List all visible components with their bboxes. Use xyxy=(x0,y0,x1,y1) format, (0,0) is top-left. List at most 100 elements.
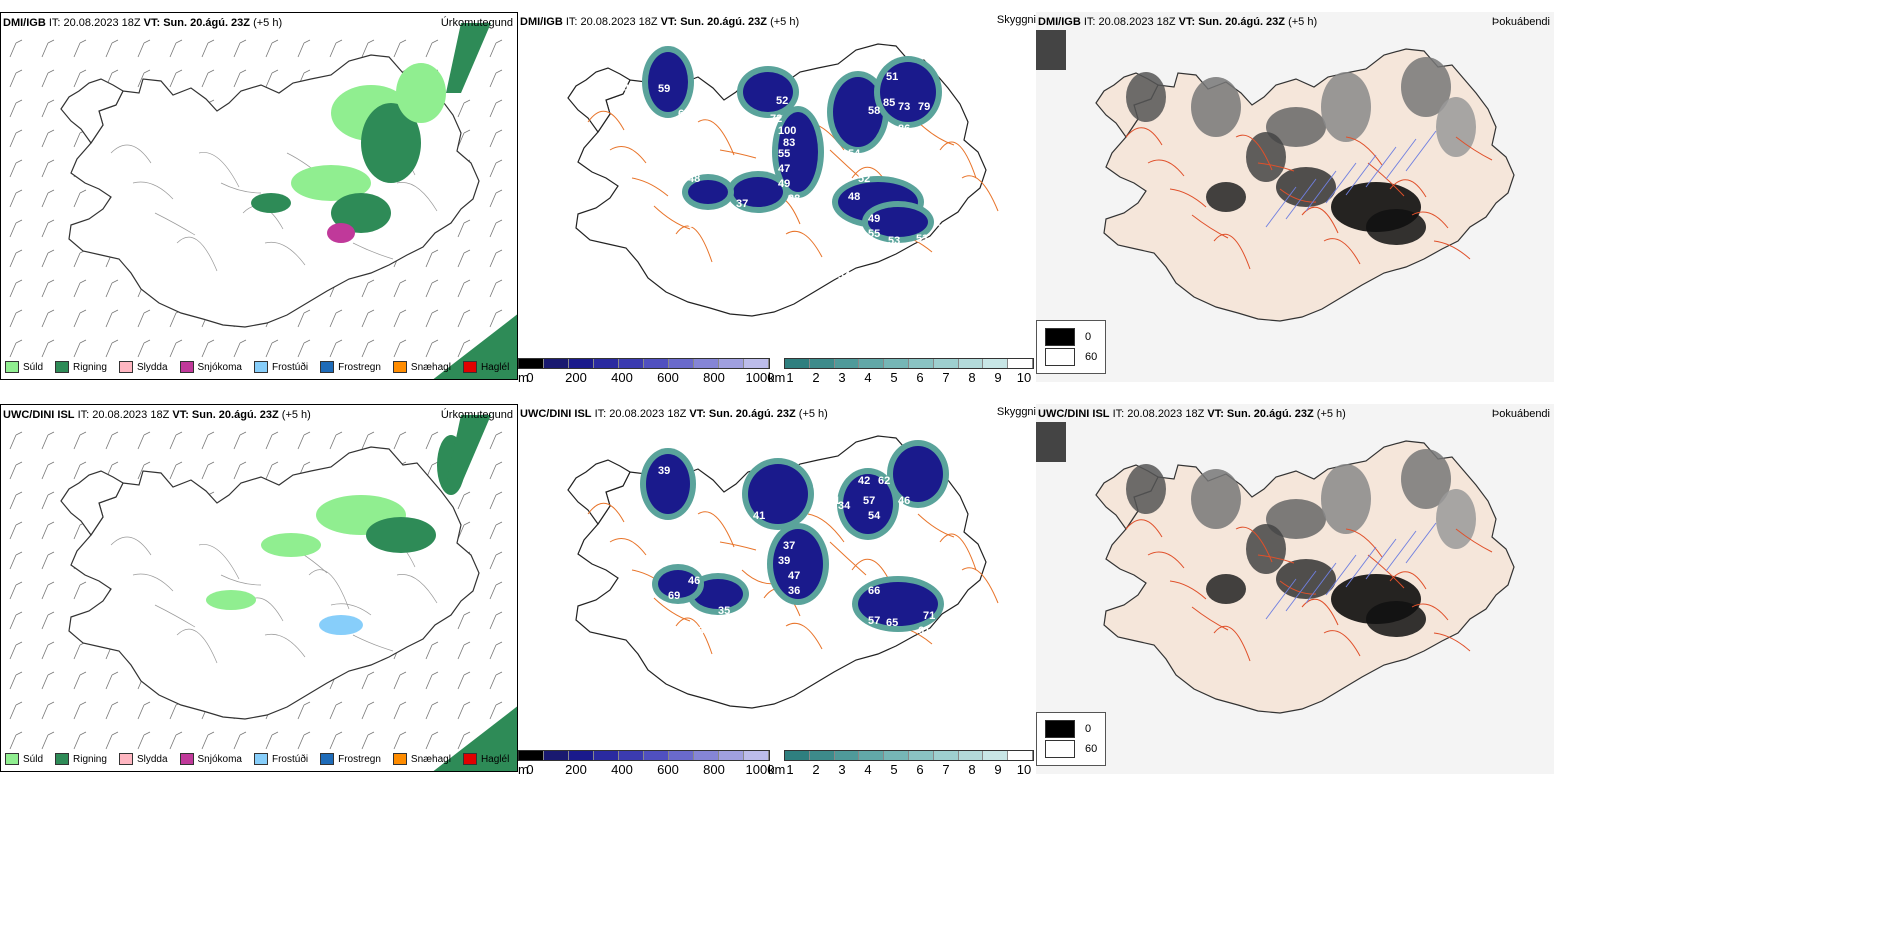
visibility-number: 41 xyxy=(828,495,840,507)
wind-barb xyxy=(137,309,151,328)
init-label: IT: xyxy=(1112,408,1128,420)
fog-panel: DMI/IGB IT: 20.08.2023 18Z VT: Sun. 20.á… xyxy=(1036,12,1554,382)
height-color-step xyxy=(644,751,669,760)
fog-map xyxy=(1036,12,1554,382)
init-label: IT: xyxy=(77,409,93,421)
wind-barb xyxy=(233,69,247,88)
visibility-number: 39 xyxy=(783,218,795,230)
road-line xyxy=(220,574,262,586)
fog-area xyxy=(1401,57,1451,117)
height-colorbar-strip xyxy=(518,750,770,761)
height-tick: 1000 xyxy=(745,762,775,774)
wind-barb xyxy=(201,431,215,450)
river-line xyxy=(1285,570,1317,612)
fog-legend-swatch xyxy=(1045,328,1075,346)
road-line xyxy=(308,569,350,610)
rain-area xyxy=(366,517,436,553)
height-unit: m xyxy=(518,762,529,774)
visibility-number: 35 xyxy=(718,605,730,617)
visibility-color-step xyxy=(933,359,959,368)
visibility-number: 57 xyxy=(868,615,880,627)
visibility-tick: 7 xyxy=(942,762,950,774)
wind-barb xyxy=(41,701,55,720)
drizzle-area xyxy=(291,165,371,201)
wind-barb xyxy=(9,491,23,510)
visibility-number: 74 xyxy=(938,223,951,235)
wind-barb xyxy=(137,431,151,450)
visibility-number: 48 xyxy=(738,675,750,687)
drizzle-area xyxy=(396,63,446,123)
wind-barb xyxy=(41,581,55,600)
wind-barb xyxy=(489,641,503,660)
visibility-color-step xyxy=(1008,751,1033,760)
visibility-number: 46 xyxy=(748,605,760,617)
wind-barb xyxy=(41,249,55,268)
wind-barb xyxy=(425,671,439,690)
wind-barb xyxy=(9,159,23,178)
visibility-tick: 8 xyxy=(968,370,976,382)
visibility-tick: 3 xyxy=(838,762,846,774)
wind-barb xyxy=(457,641,471,660)
wind-barb xyxy=(73,69,87,88)
river-line xyxy=(1345,154,1377,196)
wind-barb xyxy=(201,731,215,750)
legend-label: Haglél xyxy=(480,753,510,765)
wind-barb xyxy=(233,339,247,358)
legend-label: Frostúði xyxy=(271,361,309,373)
road-line xyxy=(1455,136,1493,161)
precip-type-panel: DMI/IGB IT: 20.08.2023 18Z VT: Sun. 20.á… xyxy=(0,12,518,380)
wind-barb xyxy=(393,309,407,328)
road-line xyxy=(1213,233,1251,270)
model-name: UWC/DINI ISL xyxy=(1038,408,1110,420)
visibility-panel: 88 39 45 55 72 46 69 35 29 35 46 41 39 37 47 36 42 41 34 42… xyxy=(518,404,1036,774)
wind-barb xyxy=(105,39,119,58)
legend-swatch xyxy=(462,753,477,765)
wind-barb xyxy=(489,189,503,208)
wind-barb xyxy=(489,99,503,118)
wind-barb xyxy=(425,731,439,750)
visibility-title: Skyggni xyxy=(996,14,1036,26)
wind-barb xyxy=(41,129,55,148)
init-label: IT: xyxy=(48,17,64,29)
wind-barb xyxy=(457,279,471,298)
visibility-number: 91 xyxy=(668,188,680,200)
low-cloud-area xyxy=(773,529,823,599)
wind-barb xyxy=(457,219,471,238)
init-time: 20.08.2023 18Z xyxy=(63,17,144,29)
road-line xyxy=(132,181,174,200)
wind-barb xyxy=(9,551,23,570)
init-label: IT: xyxy=(565,16,581,28)
visibility-number: 42 xyxy=(858,475,870,487)
road-line xyxy=(154,604,196,628)
height-colorbar: m 0 200 400 600 800 1000 xyxy=(518,358,774,382)
wind-barb xyxy=(361,671,375,690)
height-color-step xyxy=(594,751,619,760)
low-cloud-area xyxy=(880,62,936,122)
height-ticks: 0 200 400 600 800 1000 xyxy=(518,370,774,382)
visibility-number: 97 xyxy=(908,525,920,537)
valid-time: Sun. 20.ágú. 23Z xyxy=(1226,408,1317,420)
fog-area xyxy=(1366,209,1426,245)
visibility-number: 48 xyxy=(848,191,860,203)
legend-swatch xyxy=(55,753,70,765)
wind-barb xyxy=(361,431,375,450)
wind-barb xyxy=(233,731,247,750)
visibility-number: 38 xyxy=(788,193,800,205)
visibility-panel: 46 59 64 41 95 48 91 37 35 57 62 22 64 72 52 100 83 55 47 4… xyxy=(518,12,1036,382)
wind-barb xyxy=(201,339,215,358)
visibility-number: 45 xyxy=(698,495,710,507)
road-line xyxy=(675,225,713,263)
wind-barb xyxy=(41,491,55,510)
freezing-drizzle-area xyxy=(319,615,363,635)
visibility-number: 69 xyxy=(668,590,680,602)
wind-barb xyxy=(393,731,407,750)
height-color-step xyxy=(619,751,644,760)
wind-barb xyxy=(9,39,23,58)
fog-area xyxy=(1276,167,1336,207)
wind-barb xyxy=(9,99,23,118)
visibility-color-step xyxy=(933,751,959,760)
fog-area xyxy=(1266,107,1326,147)
legend-label: Súld xyxy=(23,753,44,765)
road-line xyxy=(220,182,262,194)
visibility-number: 34 xyxy=(838,500,851,512)
